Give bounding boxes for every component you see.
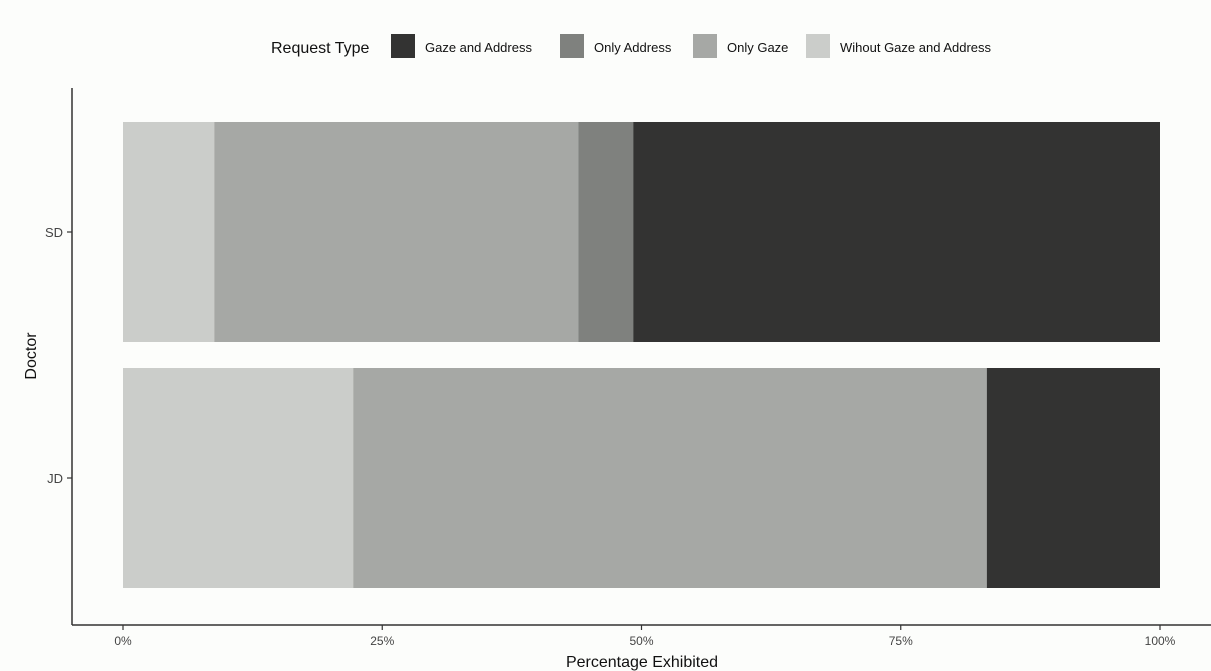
- bar-sd-gaze-and-address: [633, 122, 1160, 342]
- x-tick-label-0: 0%: [114, 634, 132, 648]
- bar-sd-wihout-gaze-and-address: [123, 122, 215, 342]
- legend-key-only-address: [560, 34, 584, 58]
- bar-jd-wihout-gaze-and-address: [123, 368, 354, 588]
- x-tick-label-100: 100%: [1145, 634, 1176, 648]
- legend-label-gaze-and-address: Gaze and Address: [425, 40, 532, 55]
- legend-title: Request Type: [271, 40, 370, 57]
- legend-label-wihout-gaze-and-address: Wihout Gaze and Address: [840, 40, 992, 55]
- legend-key-wihout-gaze-and-address: [806, 34, 830, 58]
- y-tick-label-sd: SD: [45, 225, 63, 240]
- legend: Request Type Gaze and Address Only Addres…: [271, 34, 992, 58]
- bar-sd-only-gaze: [214, 122, 579, 342]
- legend-label-only-address: Only Address: [594, 40, 672, 55]
- x-tick-label-50: 50%: [629, 634, 653, 648]
- x-tick-label-25: 25%: [370, 634, 394, 648]
- y-axis-title: Doctor: [23, 332, 40, 380]
- bar-jd-gaze-and-address: [986, 368, 1160, 588]
- bar-sd-only-address: [578, 122, 634, 342]
- legend-key-gaze-and-address: [391, 34, 415, 58]
- bars: [123, 122, 1160, 588]
- x-axis-title: Percentage Exhibited: [566, 654, 718, 671]
- x-tick-label-75: 75%: [889, 634, 913, 648]
- bar-jd-only-gaze: [353, 368, 987, 588]
- legend-label-only-gaze: Only Gaze: [727, 40, 788, 55]
- ticks: SD JD 0% 25% 50% 75% 100%: [45, 225, 1176, 648]
- legend-key-only-gaze: [693, 34, 717, 58]
- y-tick-label-jd: JD: [47, 471, 63, 486]
